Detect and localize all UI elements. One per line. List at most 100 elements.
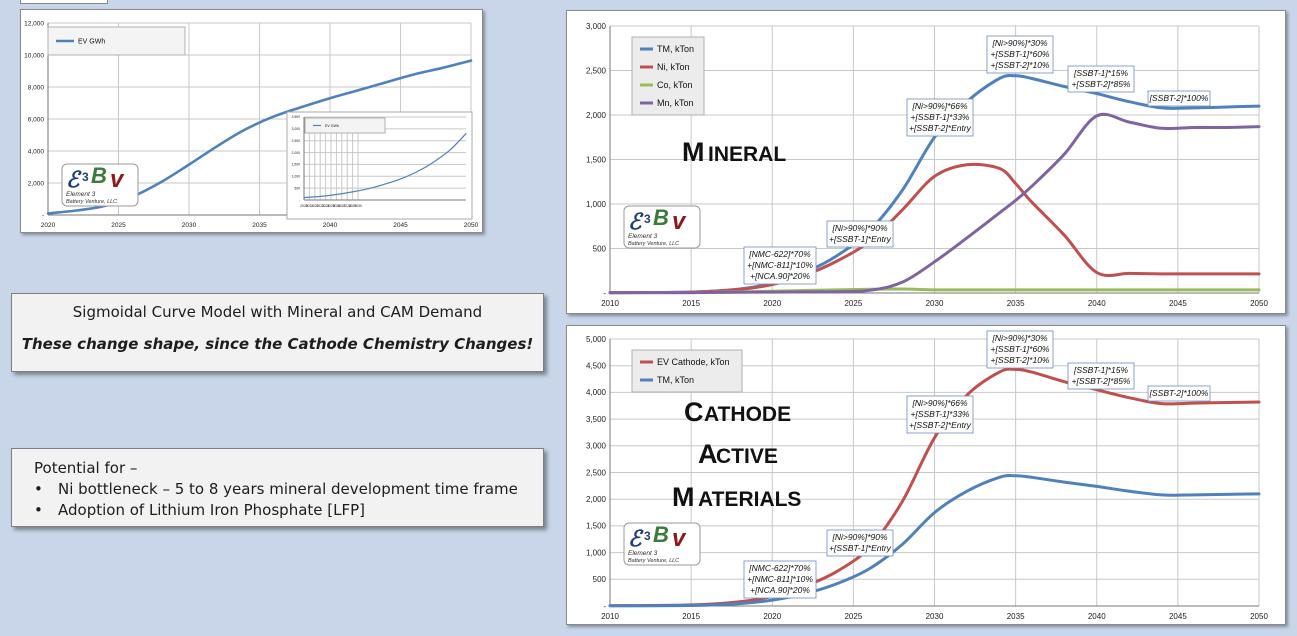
mineral-y-tick-label: - [603, 289, 606, 298]
cathode-x-tick-label: 2020 [763, 612, 781, 621]
cathode-y-tick-label: 500 [593, 575, 607, 584]
potential-list: • Ni bottleneck – 5 to 8 years mineral de… [12, 479, 543, 521]
cathode-x-tick-label: 2045 [1169, 612, 1187, 621]
ev-inset-x-tick-label: 2029 [349, 204, 357, 208]
ev-inset-x-tick-label: 2026 [333, 204, 341, 208]
mineral-annotation-text: +[SSBT-2]*10% [991, 60, 1050, 70]
cathode-x-tick-label: 2010 [601, 612, 619, 621]
mineral-annotation-text: +[SSBT-2]*85% [1072, 79, 1131, 89]
mineral-title-rest: INERAL [708, 143, 786, 166]
cathode-annotation-text: [Ni>90%]*66% [911, 398, 967, 408]
list-item: • Adoption of Lithium Iron Phosphate [LFP… [34, 501, 366, 519]
cathode-title-initial: C [684, 397, 704, 427]
mineral-legend-label: Mn, kTon [657, 98, 694, 108]
active-title-rest: CTIVE [716, 445, 778, 468]
active-title-initial: A [698, 439, 718, 469]
ev-inset-x-tick-label: 2022 [311, 204, 319, 208]
mineral-annotation-text: +[SSBT-1]*60% [991, 49, 1050, 59]
ev-inset-chart: 2020202120222023202420252026202720282029… [292, 115, 467, 208]
mineral-logo-company: Battery Venture, LLC [628, 241, 679, 247]
mineral-y-tick-label: 1,500 [586, 155, 607, 164]
cathode-annotation-text: +[SSBT-1]*60% [991, 344, 1050, 354]
cathode-annotation-text: [NMC-622]*70% [748, 563, 811, 573]
cathode-chart-panel: 2010 2015 2020 2025 2030 2035 2040 2045 2050 - 500… [566, 325, 1286, 625]
ev-x-tick-label: 2050 [464, 222, 479, 229]
ev-logo-frame [61, 163, 139, 207]
mineral-annotation-box [1067, 65, 1135, 93]
mineral-annotation-text: [Ni>90%]*66% [911, 101, 967, 111]
ev-inset-x-tick-label: 2020 [300, 204, 308, 208]
mineral-logo-three: 3 [644, 212, 651, 226]
ev-inset-x-tick-label: 2024 [322, 204, 330, 208]
cathode-chart: 2010 2015 2020 2025 2030 2035 2040 2045 2050 - 500… [586, 330, 1268, 621]
cathode-annotation-text: +[SSBT-2]*85% [1072, 376, 1131, 386]
mineral-logo-name: Element 3 [628, 233, 658, 240]
cathode-annotation-box [906, 395, 974, 434]
mineral-annotation-text: [Ni>90%]*30% [991, 38, 1047, 48]
ev-inset-x-tick-label: 2027 [338, 204, 346, 208]
ev-y-tick-label: 4,000 [28, 148, 45, 155]
ev-logo-name: Element 3 [66, 191, 96, 198]
mineral-series-line-mn-kton [608, 112, 1261, 295]
mineral-x-tick-label: 2035 [1007, 299, 1025, 308]
cathode-logo-b-letter: B [653, 522, 669, 547]
mineral-annotation-box [906, 98, 974, 137]
cathode-annotation-text: [Ni>90%]*30% [991, 333, 1047, 343]
ev-logo-company: Battery Venture, LLC [66, 199, 117, 205]
materials-title-rest: ATERIALS [698, 488, 801, 511]
ev-legend-box [47, 26, 186, 56]
potential-risks-box: Potential for – • Ni bottleneck – 5 to 8 … [11, 448, 544, 527]
cathode-series-line-tm-kton [608, 474, 1261, 608]
cathode-annotation-text: [SSBT-1]*15% [1073, 365, 1128, 375]
ev-inset-x-tick-label: 2021 [306, 204, 314, 208]
cathode-plot-group: 2010 2015 2020 2025 2030 2035 2040 2045 2050 - 500… [586, 330, 1268, 621]
mineral-y-tick-label: 3,000 [586, 22, 607, 31]
cathode-title-rest: ATHODE [704, 403, 791, 426]
mineral-logo-e-letter: ℰ [628, 209, 644, 234]
cathode-annotation-box [986, 330, 1054, 369]
mineral-x-tick-label: 2010 [601, 299, 619, 308]
ev-inset-y-tick-label: 1,500 [292, 163, 301, 167]
cathode-y-tick-label: 4,000 [586, 388, 607, 397]
ev-inset-series-line-ev-gwh [303, 133, 467, 199]
ev-gwh-chart: 2020 2025 2030 2035 2040 2045 2050 - 2,000 4,000 6… [24, 20, 479, 229]
cathode-y-tick-label: 1,000 [586, 548, 607, 557]
cathode-x-tick-label: 2030 [926, 612, 944, 621]
chemistry-change-note: These change shape, since the Cathode Ch… [21, 335, 534, 353]
cathode-x-tick-label: 2040 [1088, 612, 1106, 621]
mineral-chart: 2010 2015 2020 2025 2030 2035 2040 2045 2050 - 500… [586, 22, 1268, 308]
model-description-box: Sigmoidal Curve Model with Mineral and C… [11, 293, 544, 372]
ev-logo-three: 3 [82, 170, 89, 184]
cathode-annotation-text: +[NMC-811]*10% [747, 574, 813, 584]
cathode-y-tick-label: 5,000 [586, 335, 607, 344]
cathode-annotation-text: [SSBT-2]*100% [1149, 388, 1209, 398]
mineral-annotation-text: [Ni>90%]*90% [831, 223, 887, 233]
ev-x-tick-label: 2035 [252, 222, 267, 229]
top-panel-stub [20, 0, 108, 4]
ev-x-tick-label: 2020 [41, 222, 56, 229]
cathode-annotation-text: +[SSBT-1]*Entry [829, 543, 892, 553]
ev-y-tick-label: 8,000 [28, 84, 45, 91]
mineral-annotation-box [1147, 90, 1211, 107]
mineral-annotation-text: [SSBT-2]*100% [1149, 93, 1209, 103]
mineral-logo-frame [623, 205, 701, 249]
ev-inset-y-tick-label: 3,000 [292, 127, 301, 131]
ev-plot-group: 2020 2025 2030 2035 2040 2045 2050 - 2,000 4,000 6… [24, 20, 479, 229]
mineral-x-tick-label: 2045 [1169, 299, 1187, 308]
cathode-y-tick-label: - [603, 602, 606, 611]
ev-inset-legend-label: EV GWh [325, 124, 339, 128]
mineral-annotation-text: +[SSBT-1]*Entry [829, 234, 892, 244]
mineral-logo-b-letter: B [653, 205, 669, 230]
cathode-annotation-text: +[SSBT-2]*10% [991, 355, 1050, 365]
ev-inset-y-tick-label: 3,500 [292, 115, 301, 119]
cathode-x-tick-label: 2015 [682, 612, 700, 621]
bullet-lfp-adoption: Adoption of Lithium Iron Phosphate [LFP] [58, 501, 366, 519]
mineral-title-initial: M [682, 137, 705, 167]
cathode-legend-label: TM, kTon [657, 375, 694, 385]
ev-legend-label: EV GWh [78, 39, 105, 46]
ev-y-tick-label: 12,000 [24, 20, 44, 27]
